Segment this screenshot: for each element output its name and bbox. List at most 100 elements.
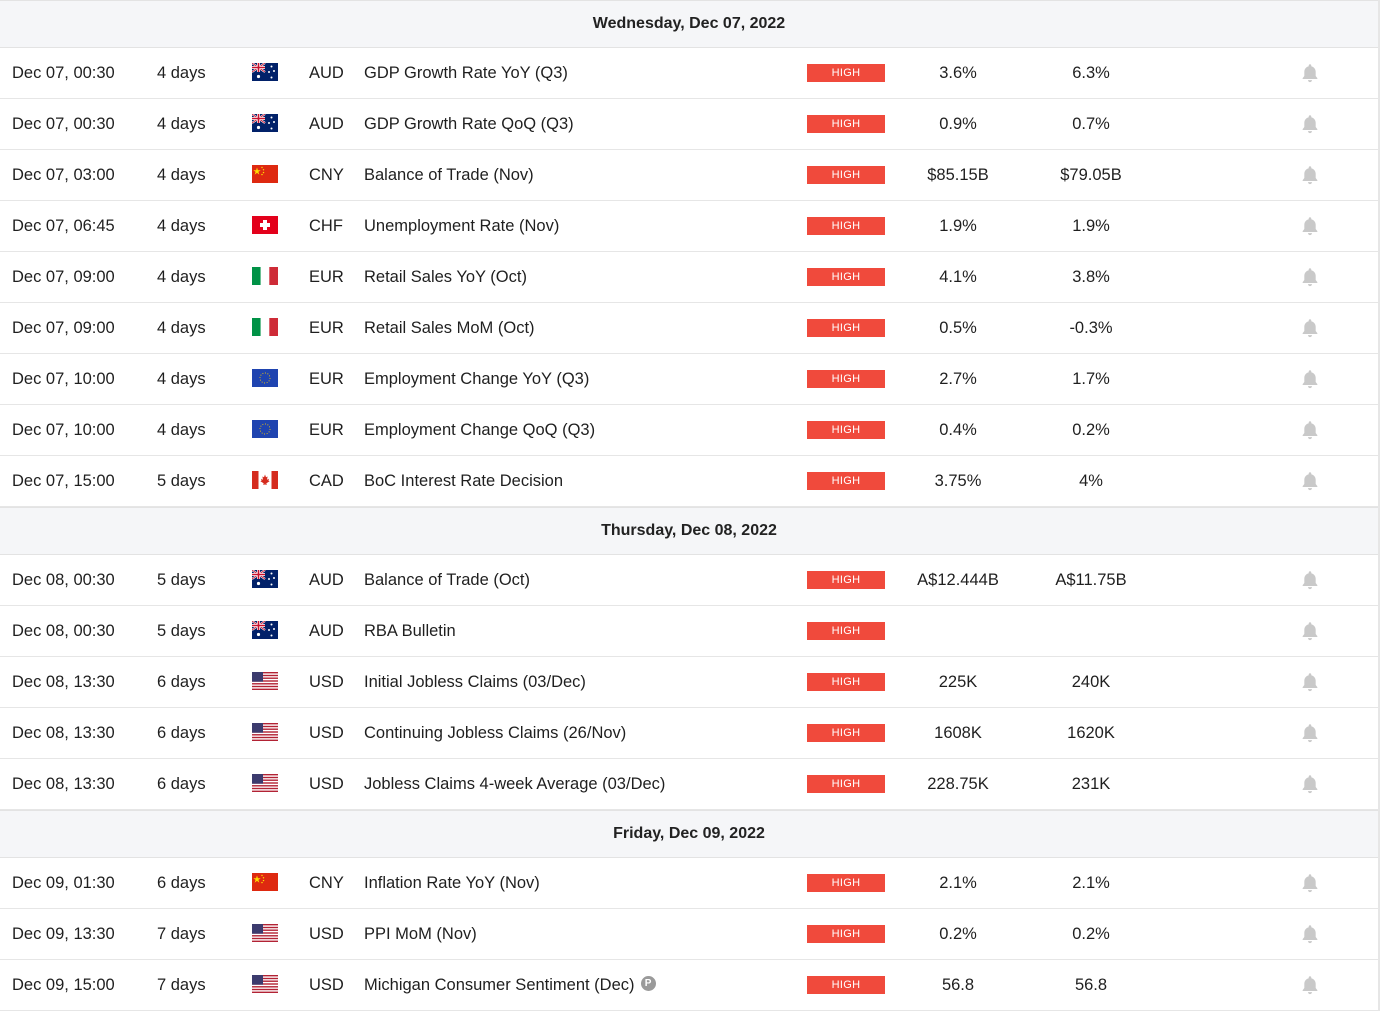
event-name[interactable]: Balance of Trade (Oct) (364, 571, 530, 589)
bell-icon[interactable] (1299, 62, 1321, 84)
event-name[interactable]: Retail Sales MoM (Oct) (364, 319, 535, 337)
bell-icon[interactable] (1299, 569, 1321, 591)
event-name-cell[interactable]: Retail Sales YoY (Oct) (364, 252, 527, 302)
event-name[interactable]: Unemployment Rate (Nov) (364, 217, 560, 235)
event-time: Dec 07, 03:00 (12, 166, 115, 184)
event-name-cell[interactable]: GDP Growth Rate QoQ (Q3) (364, 99, 574, 149)
event-countdown: 6 days (157, 775, 206, 793)
event-row[interactable]: Dec 09, 01:30 6 days CNY Inflation Rate … (0, 858, 1378, 909)
event-name[interactable]: RBA Bulletin (364, 622, 456, 640)
event-row[interactable]: Dec 07, 09:00 4 days EUR Retail Sales Mo… (0, 303, 1378, 354)
event-row[interactable]: Dec 08, 00:30 5 days AUD RBA Bulletin HI… (0, 606, 1378, 657)
bell-icon[interactable] (1299, 620, 1321, 642)
impact-badge: HIGH (807, 268, 885, 286)
event-name[interactable]: GDP Growth Rate QoQ (Q3) (364, 115, 574, 133)
event-actual: $85.15B (927, 166, 989, 184)
event-name-cell[interactable]: Balance of Trade (Oct) (364, 555, 530, 605)
event-name[interactable]: Michigan Consumer Sentiment (Dec) (364, 976, 635, 994)
event-row[interactable]: Dec 07, 00:30 4 days AUD GDP Growth Rate… (0, 99, 1378, 150)
bell-icon[interactable] (1299, 317, 1321, 339)
event-previous: 1.7% (1072, 370, 1110, 388)
event-row[interactable]: Dec 09, 13:30 7 days USD PPI MoM (Nov) H… (0, 909, 1378, 960)
event-actual: 4.1% (939, 268, 977, 286)
event-actual: 0.9% (939, 115, 977, 133)
event-previous: -0.3% (1069, 319, 1113, 337)
event-name[interactable]: Retail Sales YoY (Oct) (364, 268, 527, 286)
event-name-cell[interactable]: GDP Growth Rate YoY (Q3) (364, 48, 568, 98)
bell-icon[interactable] (1299, 215, 1321, 237)
bell-icon[interactable] (1299, 164, 1321, 186)
event-row[interactable]: Dec 07, 00:30 4 days AUD GDP Growth Rate… (0, 48, 1378, 99)
event-name[interactable]: GDP Growth Rate YoY (Q3) (364, 64, 568, 82)
event-row[interactable]: Dec 08, 13:30 6 days USD Initial Jobless… (0, 657, 1378, 708)
event-row[interactable]: Dec 07, 15:00 5 days CAD BoC Interest Ra… (0, 456, 1378, 507)
bell-icon[interactable] (1299, 923, 1321, 945)
event-actual: 0.2% (939, 925, 977, 943)
event-name[interactable]: Balance of Trade (Nov) (364, 166, 534, 184)
event-name-cell[interactable]: BoC Interest Rate Decision (364, 456, 563, 506)
event-previous: 56.8 (1074, 976, 1108, 994)
event-name-cell[interactable]: Michigan Consumer Sentiment (Dec) P (364, 960, 656, 1010)
event-name[interactable]: Jobless Claims 4-week Average (03/Dec) (364, 775, 666, 793)
event-previous: 0.2% (1072, 421, 1110, 439)
bell-icon[interactable] (1299, 773, 1321, 795)
flag-au-icon (252, 114, 278, 132)
event-name-cell[interactable]: Inflation Rate YoY (Nov) (364, 858, 540, 908)
event-name-cell[interactable]: Unemployment Rate (Nov) (364, 201, 559, 251)
event-name-cell[interactable]: PPI MoM (Nov) (364, 909, 477, 959)
event-row[interactable]: Dec 07, 10:00 4 days EUR Employment Chan… (0, 354, 1378, 405)
bell-icon[interactable] (1299, 113, 1321, 135)
event-countdown: 4 days (157, 319, 206, 337)
event-name-cell[interactable]: RBA Bulletin (364, 606, 456, 656)
event-actual: 2.7% (939, 370, 977, 388)
event-actual: 2.1% (939, 874, 977, 892)
event-currency: EUR (309, 421, 344, 439)
event-row[interactable]: Dec 08, 00:30 5 days AUD Balance of Trad… (0, 555, 1378, 606)
event-name[interactable]: Continuing Jobless Claims (26/Nov) (364, 724, 627, 742)
event-previous: 0.7% (1072, 115, 1110, 133)
event-countdown: 5 days (157, 571, 206, 589)
event-row[interactable]: Dec 07, 03:00 4 days CNY Balance of Trad… (0, 150, 1378, 201)
event-countdown: 4 days (157, 370, 206, 388)
impact-badge: HIGH (807, 673, 885, 691)
event-countdown: 5 days (157, 472, 206, 490)
event-name[interactable]: Employment Change QoQ (Q3) (364, 421, 596, 439)
event-currency: USD (309, 724, 344, 742)
event-row[interactable]: Dec 07, 10:00 4 days EUR Employment Chan… (0, 405, 1378, 456)
event-row[interactable]: Dec 07, 06:45 4 days CHF Unemployment Ra… (0, 201, 1378, 252)
event-currency: USD (309, 925, 344, 943)
event-row[interactable]: Dec 08, 13:30 6 days USD Jobless Claims … (0, 759, 1378, 810)
event-time: Dec 07, 10:00 (12, 370, 115, 388)
event-time: Dec 09, 13:30 (12, 925, 115, 943)
event-row[interactable]: Dec 08, 13:30 6 days USD Continuing Jobl… (0, 708, 1378, 759)
event-currency: CNY (309, 166, 344, 184)
event-name-cell[interactable]: Employment Change QoQ (Q3) (364, 405, 595, 455)
event-name[interactable]: PPI MoM (Nov) (364, 925, 477, 943)
event-name[interactable]: Initial Jobless Claims (03/Dec) (364, 673, 586, 691)
event-currency: CAD (309, 472, 344, 490)
bell-icon[interactable] (1299, 974, 1321, 996)
bell-icon[interactable] (1299, 671, 1321, 693)
event-row[interactable]: Dec 07, 09:00 4 days EUR Retail Sales Yo… (0, 252, 1378, 303)
event-name[interactable]: Inflation Rate YoY (Nov) (364, 874, 540, 892)
event-previous: $79.05B (1060, 166, 1122, 184)
event-name-cell[interactable]: Retail Sales MoM (Oct) (364, 303, 535, 353)
event-name[interactable]: Employment Change YoY (Q3) (364, 370, 590, 388)
event-name-cell[interactable]: Balance of Trade (Nov) (364, 150, 534, 200)
event-name-cell[interactable]: Continuing Jobless Claims (26/Nov) (364, 708, 626, 758)
event-actual (898, 606, 1018, 656)
bell-icon[interactable] (1299, 722, 1321, 744)
bell-icon[interactable] (1299, 872, 1321, 894)
bell-icon[interactable] (1299, 266, 1321, 288)
event-countdown: 4 days (157, 166, 206, 184)
impact-badge: HIGH (807, 472, 885, 490)
event-row[interactable]: Dec 09, 15:00 7 days USD Michigan Consum… (0, 960, 1378, 1011)
event-name-cell[interactable]: Initial Jobless Claims (03/Dec) (364, 657, 586, 707)
event-name[interactable]: BoC Interest Rate Decision (364, 472, 564, 490)
event-name-cell[interactable]: Employment Change YoY (Q3) (364, 354, 589, 404)
bell-icon[interactable] (1299, 419, 1321, 441)
bell-icon[interactable] (1299, 470, 1321, 492)
bell-icon[interactable] (1299, 368, 1321, 390)
event-name-cell[interactable]: Jobless Claims 4-week Average (03/Dec) (364, 759, 665, 809)
event-time: Dec 08, 13:30 (12, 775, 115, 793)
